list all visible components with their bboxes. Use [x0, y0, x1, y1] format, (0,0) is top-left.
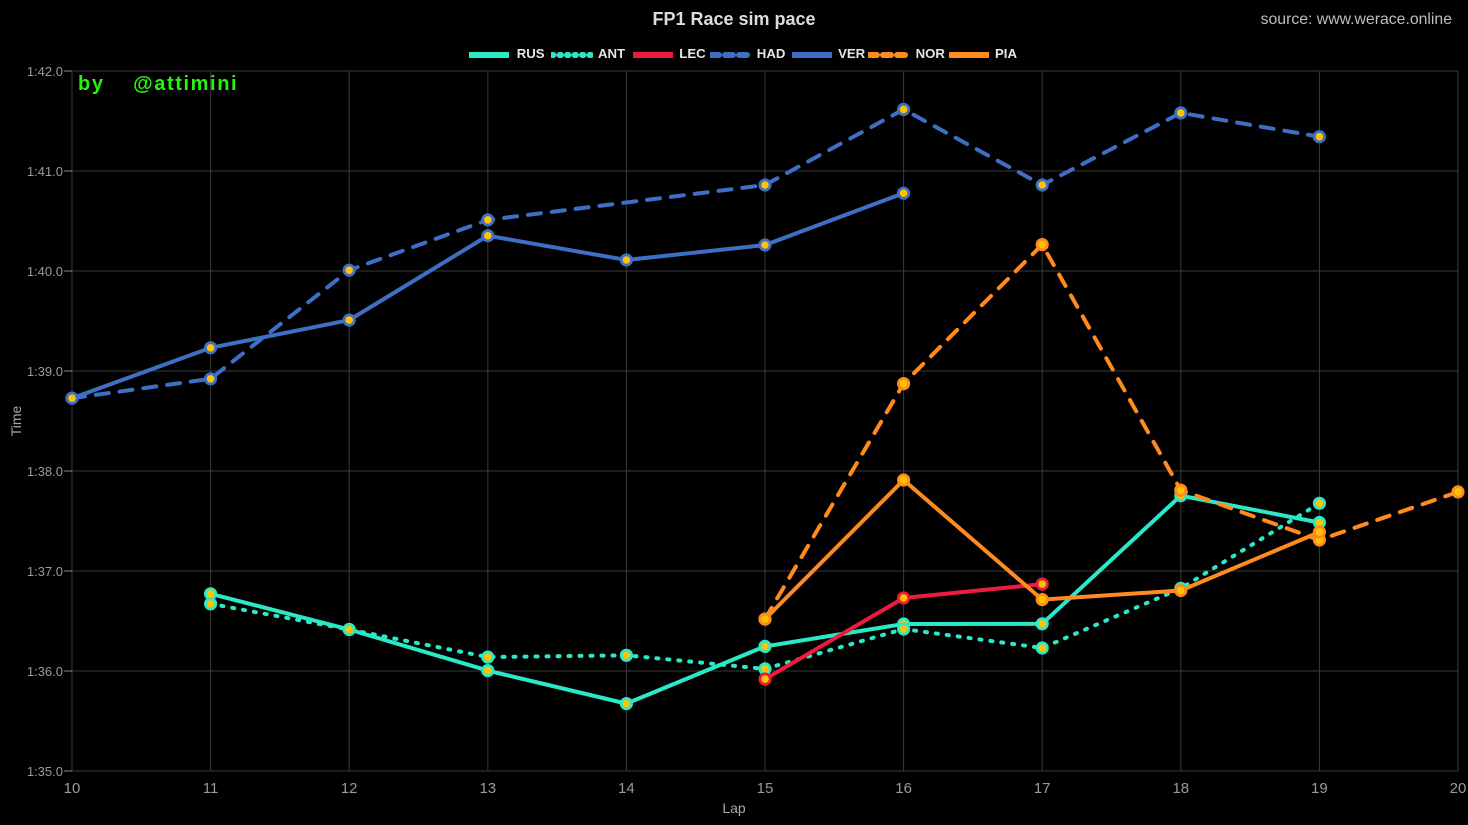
svg-text:1:35.0: 1:35.0	[27, 764, 63, 779]
svg-text:10: 10	[64, 780, 81, 797]
svg-text:20: 20	[1450, 780, 1467, 797]
svg-text:16: 16	[895, 780, 912, 797]
svg-text:12: 12	[341, 780, 358, 797]
svg-text:1:36.0: 1:36.0	[27, 664, 63, 679]
svg-text:1:40.0: 1:40.0	[27, 264, 63, 279]
svg-text:1:38.0: 1:38.0	[27, 464, 63, 479]
svg-text:17: 17	[1034, 780, 1051, 797]
svg-text:14: 14	[618, 780, 635, 797]
svg-text:13: 13	[479, 780, 496, 797]
svg-text:1:41.0: 1:41.0	[27, 164, 63, 179]
svg-text:11: 11	[203, 780, 219, 797]
svg-text:18: 18	[1172, 780, 1189, 797]
svg-text:1:42.0: 1:42.0	[27, 64, 63, 79]
svg-text:1:39.0: 1:39.0	[27, 364, 63, 379]
svg-text:15: 15	[757, 780, 774, 797]
svg-text:1:37.0: 1:37.0	[27, 564, 63, 579]
svg-text:19: 19	[1311, 780, 1328, 797]
